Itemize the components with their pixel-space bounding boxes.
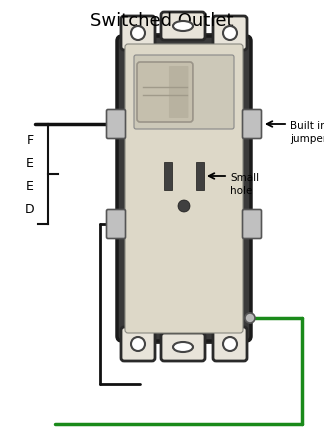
Bar (196, 162, 204, 191)
FancyBboxPatch shape (134, 56, 234, 130)
Bar (122, 330, 246, 344)
FancyBboxPatch shape (161, 333, 205, 361)
Ellipse shape (173, 342, 193, 352)
Text: F
E
E
D: F E E D (25, 134, 35, 215)
Text: Built in
jumper: Built in jumper (290, 121, 324, 144)
Text: Switched Outlet: Switched Outlet (90, 12, 234, 30)
Circle shape (131, 27, 145, 41)
FancyBboxPatch shape (242, 210, 261, 239)
FancyBboxPatch shape (242, 110, 261, 139)
FancyBboxPatch shape (169, 67, 189, 119)
Circle shape (223, 27, 237, 41)
Text: Small
hole: Small hole (230, 173, 259, 196)
FancyBboxPatch shape (107, 210, 125, 239)
Circle shape (223, 337, 237, 351)
FancyBboxPatch shape (213, 17, 247, 51)
Circle shape (131, 337, 145, 351)
Circle shape (245, 313, 255, 323)
Ellipse shape (173, 22, 193, 32)
FancyBboxPatch shape (117, 37, 251, 341)
Bar (164, 162, 172, 191)
FancyBboxPatch shape (125, 45, 243, 333)
FancyBboxPatch shape (121, 17, 155, 51)
FancyBboxPatch shape (213, 327, 247, 361)
FancyBboxPatch shape (121, 327, 155, 361)
Circle shape (178, 201, 190, 212)
FancyBboxPatch shape (137, 63, 193, 123)
FancyBboxPatch shape (161, 13, 205, 41)
Bar (122, 34, 246, 42)
FancyBboxPatch shape (107, 110, 125, 139)
